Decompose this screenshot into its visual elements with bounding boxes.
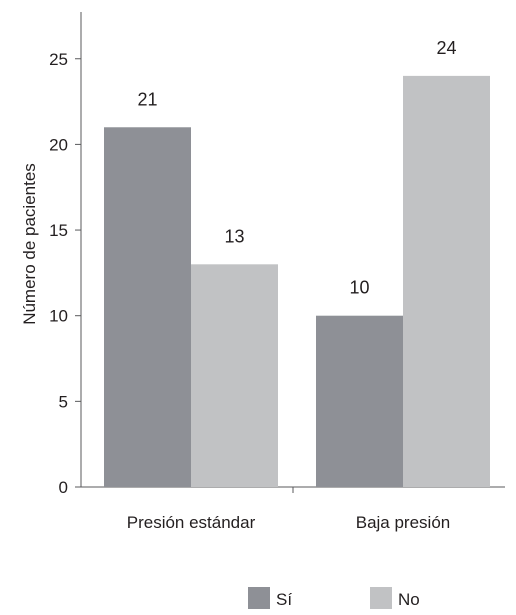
y-axis-title: Número de pacientes bbox=[20, 163, 39, 325]
bar-no bbox=[403, 75, 490, 487]
bar-value-label: 13 bbox=[224, 226, 244, 246]
bar-no bbox=[191, 264, 278, 487]
y-tick-label: 25 bbox=[49, 50, 68, 69]
bar-value-label: 21 bbox=[137, 89, 157, 109]
legend: Sí No bbox=[248, 587, 420, 609]
bars bbox=[104, 75, 490, 488]
bar-si bbox=[316, 315, 403, 487]
y-tick-label: 15 bbox=[49, 221, 68, 240]
x-category-label: Baja presión bbox=[356, 513, 451, 532]
bar-si bbox=[104, 127, 191, 488]
legend-label-si: Sí bbox=[276, 590, 292, 609]
y-tick-label: 0 bbox=[59, 478, 68, 497]
x-category-label: Presión estándar bbox=[127, 513, 256, 532]
legend-swatch-no bbox=[370, 587, 392, 609]
y-tick-label: 5 bbox=[59, 392, 68, 411]
y-tick-label: 10 bbox=[49, 307, 68, 326]
value-labels: 21 13 10 24 bbox=[137, 38, 456, 298]
category-labels: Presión estándar Baja presión bbox=[127, 513, 451, 532]
y-ticks: 0 5 10 15 20 25 bbox=[49, 50, 294, 497]
bar-value-label: 24 bbox=[436, 38, 456, 58]
bar-value-label: 10 bbox=[349, 278, 369, 298]
legend-label-no: No bbox=[398, 590, 420, 609]
legend-swatch-si bbox=[248, 587, 270, 609]
y-tick-label: 20 bbox=[49, 135, 68, 154]
